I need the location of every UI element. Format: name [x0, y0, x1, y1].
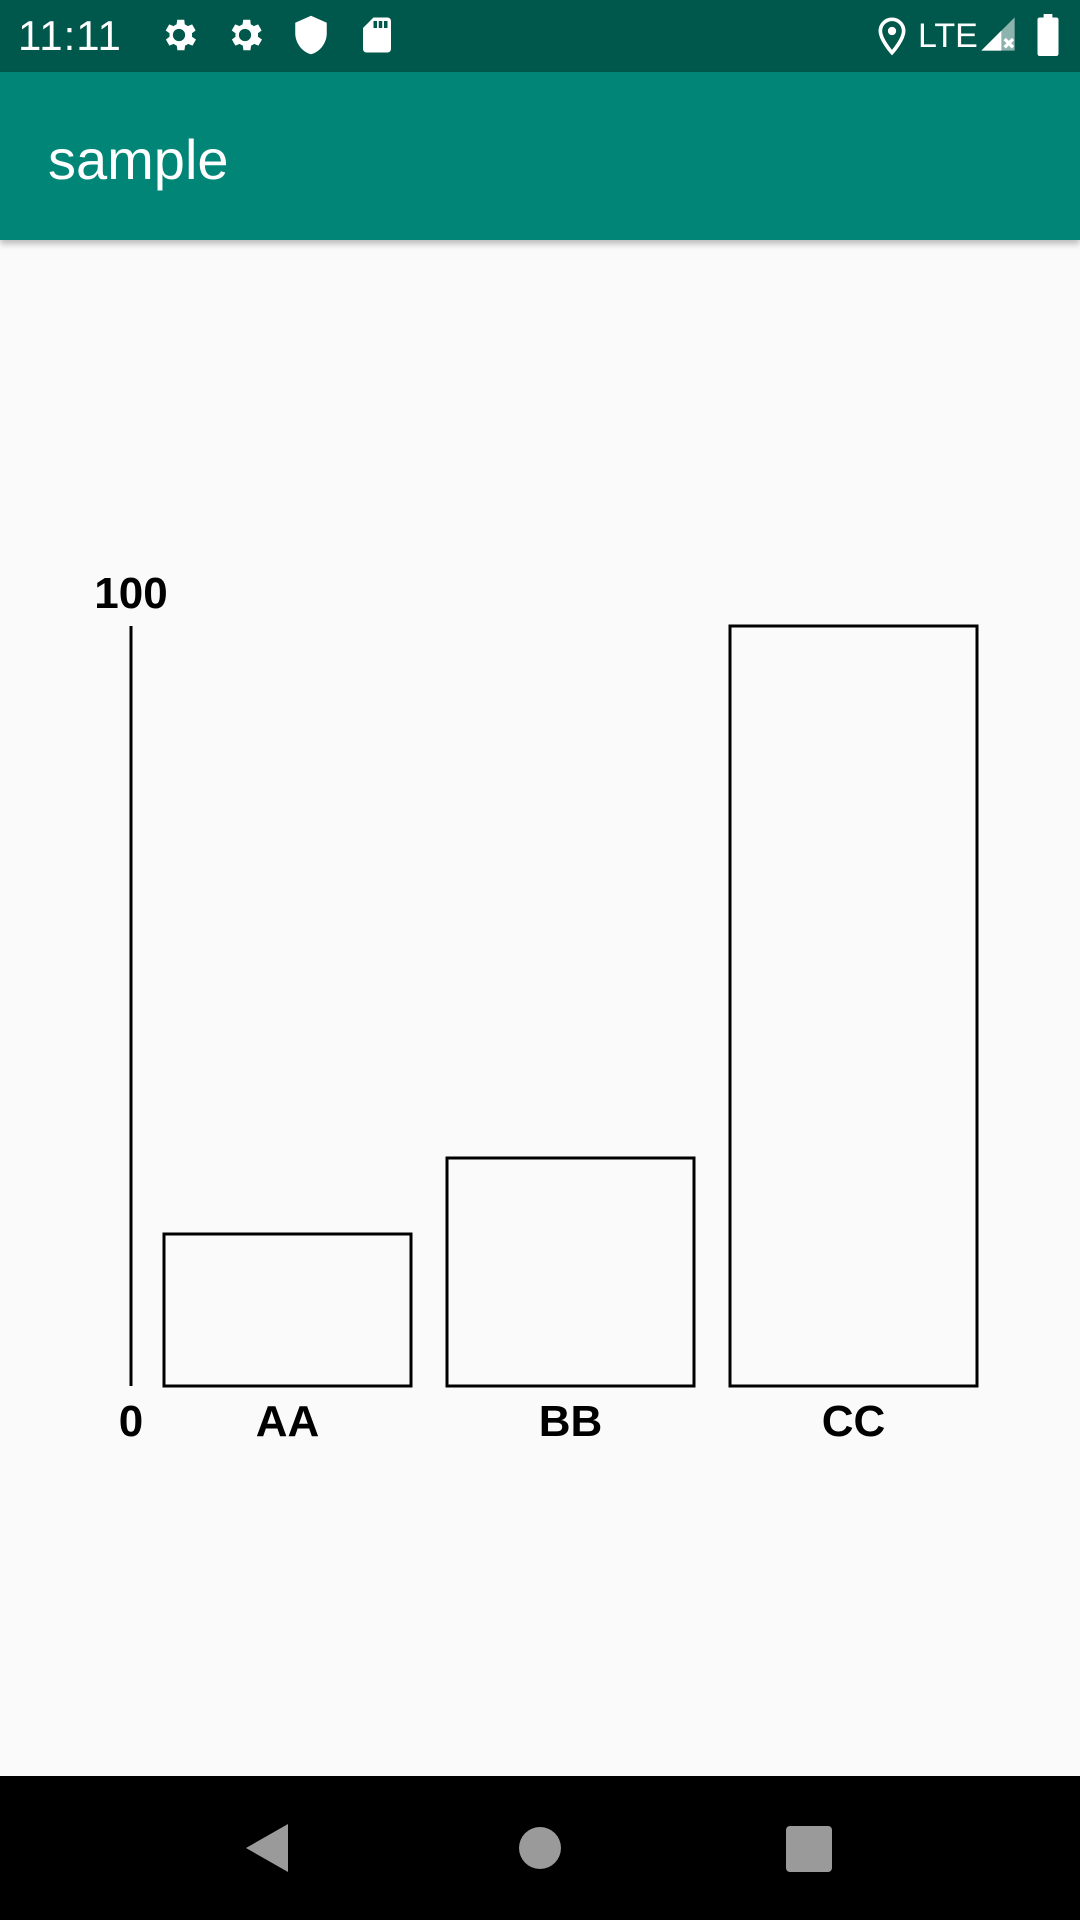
- y-tick-label: 0: [119, 1397, 143, 1446]
- recents-icon[interactable]: [786, 1826, 832, 1872]
- bar-cc: [728, 624, 979, 1388]
- network-type: LTE: [918, 17, 978, 55]
- battery-icon: [1037, 14, 1059, 56]
- y-tick-label: 100: [94, 569, 167, 618]
- navigation-bar: [0, 1776, 1080, 1920]
- signal-icon: [981, 17, 1015, 51]
- back-icon[interactable]: [244, 1822, 290, 1874]
- app-title: sample: [48, 128, 229, 191]
- bar-aa: [162, 1232, 413, 1388]
- settings-icon: [231, 19, 262, 51]
- x-tick-label: BB: [539, 1397, 603, 1446]
- bar-bb: [445, 1156, 696, 1388]
- status-time: 11:11: [18, 12, 122, 59]
- x-tick-label: AA: [256, 1397, 320, 1446]
- bar-chart: 100 0 AA BB CC: [94, 569, 979, 1446]
- settings-icon: [165, 19, 196, 51]
- status-bar: 11:11 LTE: [0, 0, 1080, 72]
- home-icon[interactable]: [518, 1826, 562, 1870]
- app-bar: sample: [0, 72, 1080, 240]
- sd-card-icon: [363, 17, 391, 53]
- shield-icon: [295, 15, 327, 55]
- x-tick-label: CC: [822, 1397, 886, 1446]
- location-icon: [878, 17, 906, 56]
